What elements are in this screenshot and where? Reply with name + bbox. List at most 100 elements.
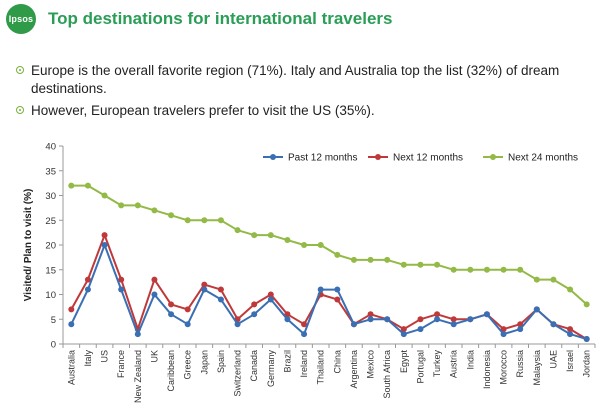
- data-point: [184, 321, 191, 328]
- data-point: [367, 311, 374, 318]
- x-tick-label: Japan: [199, 350, 209, 375]
- data-point: [334, 296, 341, 303]
- data-point: [84, 182, 91, 189]
- data-point: [567, 331, 574, 338]
- data-point: [251, 301, 258, 308]
- data-point: [350, 256, 357, 263]
- data-point: [301, 331, 308, 338]
- data-point: [267, 296, 274, 303]
- x-tick-label: France: [116, 350, 126, 378]
- x-tick-label: Canada: [249, 350, 259, 382]
- data-point: [567, 286, 574, 293]
- x-tick-label: Germany: [266, 350, 276, 388]
- x-tick-label: Thailand: [316, 350, 326, 385]
- data-point: [151, 207, 158, 214]
- data-point: [267, 291, 274, 298]
- data-point: [400, 331, 407, 338]
- data-point: [68, 321, 75, 328]
- data-point: [217, 286, 224, 293]
- data-point: [550, 321, 557, 328]
- data-point: [134, 202, 141, 209]
- x-tick-label: Spain: [216, 350, 226, 373]
- data-point: [84, 276, 91, 283]
- x-tick-label: Switzerland: [233, 350, 243, 397]
- data-point: [84, 286, 91, 293]
- x-tick-label: Indonesia: [482, 350, 492, 389]
- x-tick-label: US: [100, 350, 110, 363]
- data-point: [350, 321, 357, 328]
- data-point: [101, 242, 108, 248]
- page-title: Top destinations for international trave…: [48, 9, 393, 28]
- data-point: [168, 301, 175, 308]
- data-point: [134, 331, 141, 338]
- data-point: [533, 276, 540, 283]
- bullet-item-europe: Europe is the overall favorite region (7…: [16, 62, 591, 98]
- bullet-text: Europe is the overall favorite region (7…: [31, 63, 560, 96]
- x-tick-label: Portugal: [415, 350, 425, 384]
- data-point: [184, 217, 191, 224]
- y-tick-label: 5: [51, 315, 56, 326]
- x-tick-label: Caribbean: [166, 350, 176, 392]
- data-point: [500, 326, 507, 333]
- data-point: [434, 261, 441, 268]
- x-tick-label: Turkey: [432, 350, 442, 378]
- data-point: [483, 311, 490, 318]
- x-tick-label: Italy: [83, 350, 93, 367]
- data-point: [284, 316, 291, 323]
- data-point: [467, 266, 474, 273]
- data-point: [450, 266, 457, 273]
- x-tick-label: Israel: [565, 350, 575, 372]
- bullet-marker-icon: [16, 66, 24, 74]
- x-tick-label: Malaysia: [532, 350, 542, 386]
- bullet-item-us: However, European travelers prefer to vi…: [16, 102, 591, 120]
- data-point: [367, 316, 374, 323]
- data-point: [400, 261, 407, 268]
- x-tick-label: Jordan: [582, 350, 592, 378]
- data-point: [201, 286, 208, 293]
- data-point: [251, 311, 258, 318]
- x-tick-label: Ireland: [299, 350, 309, 378]
- x-tick-label: Argentina: [349, 350, 359, 389]
- x-tick-label: Russia: [515, 350, 525, 378]
- y-tick-label: 25: [45, 216, 56, 227]
- data-point: [118, 276, 125, 283]
- data-point: [301, 242, 308, 248]
- legend-label: Next 12 months: [393, 153, 463, 164]
- data-point: [251, 232, 258, 239]
- data-point: [517, 321, 524, 328]
- data-point: [467, 316, 474, 323]
- data-point: [334, 251, 341, 258]
- y-tick-label: 15: [45, 265, 56, 276]
- data-point: [151, 276, 158, 283]
- data-point: [168, 311, 175, 318]
- legend-label: Next 24 months: [508, 153, 578, 164]
- x-tick-label: UK: [149, 350, 159, 363]
- x-tick-label: Egypt: [399, 350, 409, 374]
- x-tick-label: New Zealand: [133, 350, 143, 403]
- data-point: [533, 306, 540, 313]
- series-line: [70, 234, 588, 340]
- bullet-marker-icon: [16, 106, 24, 114]
- data-point: [317, 242, 324, 248]
- y-tick-label: 35: [45, 166, 56, 177]
- legend-marker: [375, 154, 381, 160]
- data-point: [184, 306, 191, 313]
- x-tick-label: South Africa: [382, 350, 392, 399]
- legend-marker: [270, 154, 276, 160]
- x-tick-label: Morocco: [499, 350, 509, 385]
- data-point: [234, 227, 241, 234]
- logo-text: Ipsos: [8, 14, 34, 24]
- series-line: [70, 244, 587, 341]
- data-point: [284, 311, 291, 318]
- x-tick-label: Greece: [183, 350, 193, 380]
- data-point: [384, 256, 391, 263]
- data-point: [317, 286, 324, 293]
- data-point: [450, 316, 457, 323]
- bullet-text: However, European travelers prefer to vi…: [31, 103, 375, 118]
- data-point: [500, 266, 507, 273]
- ipsos-logo: Ipsos: [6, 4, 36, 34]
- bullet-list: Europe is the overall favorite region (7…: [16, 62, 591, 124]
- data-point: [217, 217, 224, 224]
- x-tick-label: Austria: [449, 350, 459, 378]
- data-point: [483, 266, 490, 273]
